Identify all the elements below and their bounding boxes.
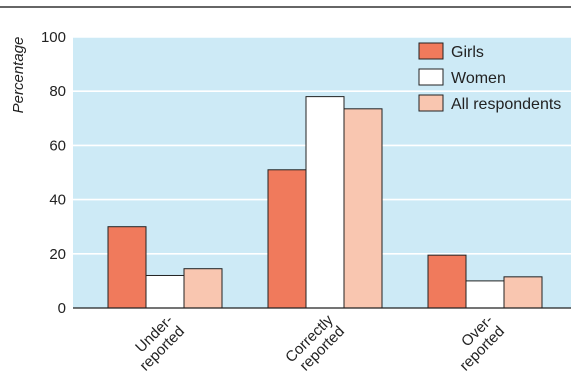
x-tick-label: Over-reported [456,312,508,375]
y-tick-label: 80 [49,83,66,100]
y-axis-label: Percentage [10,37,27,114]
bars [107,96,543,309]
legend-label: All respondents [451,96,561,113]
y-tick-label: 60 [49,137,66,154]
bar-all-respondents-0 [183,268,223,309]
y-tick-label: 40 [49,192,66,209]
y-tick-label: 100 [41,29,66,46]
bar-women-2 [465,280,505,309]
legend: Girls Women All respondents [418,42,561,113]
y-tick-label: 20 [49,246,66,263]
bar-women-0 [145,274,185,309]
legend-swatch [418,68,444,86]
bar-girls-0 [107,226,147,309]
bar-all-respondents-1 [343,108,383,309]
bar-girls-1 [267,169,307,309]
y-tick-labels: 0 20 40 60 80 100 [41,29,66,317]
bar-girls-2 [427,254,467,309]
bar-women-1 [305,96,345,309]
y-tick-label: 0 [58,300,66,317]
x-tick-label: Under-reported [132,312,188,375]
legend-label: Women [451,70,506,87]
bar-all-respondents-2 [503,276,543,309]
legend-label: Girls [451,44,484,61]
legend-swatch [418,42,444,60]
legend-swatch [418,94,444,112]
